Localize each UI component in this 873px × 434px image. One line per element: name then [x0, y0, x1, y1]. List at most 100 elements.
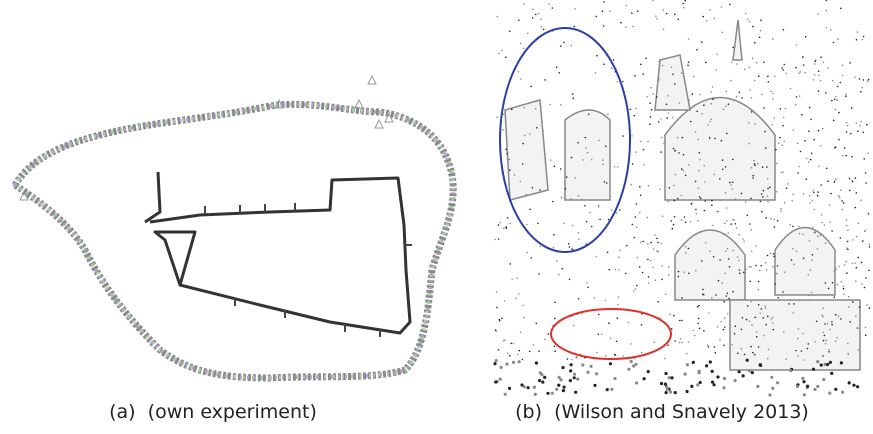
point — [656, 96, 658, 98]
point — [563, 223, 565, 225]
page: (a) (own experiment) (b) (Wilson and Sna… — [0, 0, 873, 434]
point — [540, 18, 542, 20]
point — [558, 274, 560, 276]
point — [732, 47, 734, 49]
point — [808, 295, 810, 297]
point — [722, 386, 725, 389]
point — [761, 94, 763, 96]
point — [650, 242, 652, 244]
point — [767, 201, 769, 203]
point — [843, 288, 845, 290]
point — [795, 67, 797, 69]
point — [549, 104, 551, 106]
point — [523, 3, 525, 5]
point — [695, 270, 697, 272]
point — [503, 114, 505, 116]
caption-b: (b) (Wilson and Snavely 2013) — [515, 401, 809, 423]
point — [695, 181, 697, 183]
point — [721, 282, 723, 284]
point — [680, 338, 682, 340]
point — [630, 109, 632, 111]
point — [768, 81, 770, 83]
point — [851, 107, 853, 109]
point — [553, 234, 555, 236]
point — [665, 195, 667, 197]
point — [660, 151, 662, 153]
point — [678, 19, 680, 21]
point — [649, 123, 651, 125]
point — [688, 164, 690, 166]
point — [712, 225, 714, 227]
point — [665, 294, 667, 296]
point — [744, 69, 746, 71]
point — [647, 243, 649, 245]
point — [852, 239, 854, 241]
point — [818, 90, 820, 92]
point — [820, 184, 822, 186]
point — [647, 141, 649, 143]
point — [582, 159, 584, 161]
point — [802, 380, 805, 383]
point — [838, 195, 840, 197]
point — [563, 42, 565, 44]
point — [759, 270, 761, 272]
point — [494, 380, 497, 383]
point — [656, 238, 658, 240]
point — [642, 73, 644, 75]
point — [681, 219, 683, 221]
point — [735, 198, 737, 200]
point — [868, 79, 870, 81]
point — [548, 333, 550, 335]
point — [711, 381, 714, 384]
point — [642, 241, 644, 243]
point — [829, 329, 831, 331]
point — [647, 259, 649, 261]
point — [722, 233, 724, 235]
point — [767, 255, 769, 257]
point — [599, 219, 601, 221]
point — [846, 219, 848, 221]
point — [496, 291, 498, 293]
point — [518, 360, 521, 363]
point — [544, 79, 546, 81]
point — [663, 29, 665, 31]
point — [808, 274, 810, 276]
point — [783, 117, 785, 119]
point — [664, 383, 667, 386]
point — [505, 149, 507, 151]
point — [828, 392, 831, 395]
point — [759, 363, 762, 366]
point — [637, 11, 639, 13]
point — [711, 204, 713, 206]
point — [563, 386, 566, 389]
point — [834, 99, 836, 101]
point — [619, 209, 621, 211]
point — [591, 159, 593, 161]
point — [803, 64, 805, 66]
point — [594, 297, 596, 299]
point — [564, 197, 566, 199]
point — [799, 300, 801, 302]
point — [560, 168, 562, 170]
point — [578, 238, 580, 240]
point — [816, 321, 818, 323]
point — [753, 160, 755, 162]
point — [529, 209, 531, 211]
point — [772, 322, 774, 324]
point — [725, 273, 727, 275]
point — [617, 81, 619, 83]
figure: (a) (own experiment) (b) (Wilson and Sna… — [0, 0, 873, 434]
point — [813, 139, 815, 141]
point — [837, 284, 839, 286]
point — [771, 318, 773, 320]
point — [764, 131, 766, 133]
point — [817, 248, 819, 250]
point — [863, 36, 865, 38]
point — [836, 100, 838, 102]
point — [723, 301, 725, 303]
point — [709, 121, 711, 123]
point — [770, 253, 772, 255]
point — [699, 159, 701, 161]
point — [704, 210, 706, 212]
point — [777, 265, 779, 267]
